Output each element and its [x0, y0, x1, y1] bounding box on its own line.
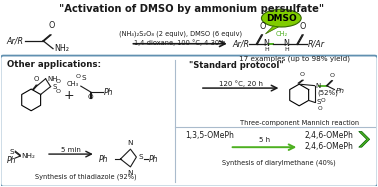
Text: 5 h: 5 h [259, 137, 270, 143]
Text: H: H [264, 47, 269, 52]
Text: "Activation of DMSO by ammonium persulfate": "Activation of DMSO by ammonium persulfa… [59, 4, 325, 14]
Text: O: O [300, 72, 305, 77]
FancyBboxPatch shape [0, 56, 378, 187]
Text: 5 min: 5 min [61, 147, 81, 153]
Text: Synthesis of diarylmethane (40%): Synthesis of diarylmethane (40%) [223, 159, 336, 165]
Text: S: S [9, 149, 14, 155]
Text: 120 °C, 20 h: 120 °C, 20 h [218, 80, 263, 87]
Text: O: O [56, 79, 60, 84]
Text: O: O [317, 106, 322, 111]
Text: DMSO: DMSO [266, 14, 297, 23]
Text: O: O [75, 74, 80, 79]
Text: O: O [330, 73, 335, 78]
Text: S: S [138, 154, 143, 160]
Text: CH₃: CH₃ [67, 81, 79, 87]
Text: NH₂: NH₂ [21, 153, 35, 159]
Text: Synthesis of thiadiazole (92%): Synthesis of thiadiazole (92%) [35, 174, 136, 180]
Text: Three-component Mannich reaction: Three-component Mannich reaction [240, 120, 359, 126]
Text: 1,3,5-OMePh: 1,3,5-OMePh [185, 131, 234, 140]
Text: Ph: Ph [335, 88, 344, 94]
Text: "Standard protocol": "Standard protocol" [189, 62, 284, 70]
Text: H: H [284, 47, 289, 52]
Text: N: N [263, 39, 270, 48]
Polygon shape [265, 26, 278, 34]
Text: 17 examples (up to 98% yield): 17 examples (up to 98% yield) [239, 56, 350, 62]
Text: S: S [317, 99, 321, 105]
Text: N: N [128, 140, 133, 146]
Text: S: S [82, 75, 86, 81]
Text: Ph: Ph [99, 154, 108, 163]
Text: Ph: Ph [6, 157, 16, 165]
Text: N: N [316, 83, 321, 89]
Text: N: N [284, 39, 289, 48]
Text: Ph: Ph [148, 154, 158, 163]
Text: 1,4-dioxane, 100 °C, 4-30 h: 1,4-dioxane, 100 °C, 4-30 h [134, 39, 226, 46]
Text: O: O [300, 22, 306, 31]
Text: NH₂: NH₂ [54, 44, 69, 53]
Text: CH₂: CH₂ [275, 31, 287, 37]
Text: Ar/R: Ar/R [233, 39, 250, 48]
Text: Ar/R: Ar/R [6, 36, 23, 45]
Text: N: N [128, 170, 133, 176]
Text: +: + [64, 89, 74, 102]
Text: (52%): (52%) [317, 90, 338, 96]
Text: O: O [259, 22, 266, 31]
Text: 2,4,6-OMePh: 2,4,6-OMePh [304, 142, 353, 151]
Text: O: O [88, 94, 93, 100]
Text: Ph: Ph [104, 88, 113, 96]
Text: (NH₄)₂S₂O₈ (2 equiv), DMSO (6 equiv): (NH₄)₂S₂O₈ (2 equiv), DMSO (6 equiv) [119, 31, 242, 37]
Ellipse shape [262, 9, 301, 27]
Text: Other applications:: Other applications: [7, 61, 101, 70]
Polygon shape [359, 131, 370, 147]
Text: O: O [320, 98, 325, 103]
Text: O: O [33, 76, 39, 82]
Text: O: O [49, 21, 55, 30]
Text: R/Ar: R/Ar [308, 39, 325, 48]
Text: O: O [56, 89, 60, 94]
Text: S: S [53, 84, 57, 90]
Text: 2,4,6-OMePh: 2,4,6-OMePh [304, 131, 353, 140]
Text: NH: NH [48, 76, 58, 82]
